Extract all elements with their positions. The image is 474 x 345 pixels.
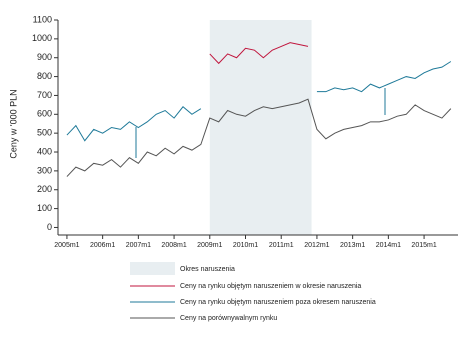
x-tick-label: 2007m1 — [126, 242, 151, 249]
y-tick-label: 200 — [37, 184, 52, 194]
legend-label: Ceny na rynku objętym naruszeniem poza o… — [180, 299, 376, 306]
y-tick-label: 900 — [37, 52, 52, 62]
legend-label: Ceny na porównywalnym rynku — [180, 315, 277, 322]
x-tick-label: 2010m1 — [233, 242, 258, 249]
y-axis-label: Ceny w '000 PLN — [8, 89, 18, 158]
legend-swatch — [130, 262, 175, 275]
y-tick-label: 1000 — [32, 33, 52, 43]
series-line — [66, 106, 202, 142]
y-tick-label: 0 — [47, 222, 52, 232]
x-tick-label: 2012m1 — [304, 242, 329, 249]
y-tick-label: 100 — [37, 203, 52, 213]
y-tick-label: 700 — [37, 90, 52, 100]
series-line — [316, 61, 452, 93]
y-tick-label: 300 — [37, 165, 52, 175]
legend-label: Ceny na rynku objętym naruszeniem w okre… — [180, 283, 361, 290]
y-tick-label: 500 — [37, 128, 52, 138]
x-tick-label: 2013m1 — [340, 242, 365, 249]
legend-label: Okres naruszenia — [180, 266, 235, 273]
y-tick-label: 1100 — [33, 14, 52, 24]
x-tick-label: 2015m1 — [411, 242, 436, 249]
series-line — [66, 98, 452, 177]
legend-border — [57, 251, 459, 335]
y-tick-label: 600 — [37, 109, 52, 119]
x-tick-label: 2014m1 — [376, 242, 401, 249]
x-tick-label: 2006m1 — [90, 242, 115, 249]
x-tick-label: 2011m1 — [269, 242, 294, 249]
shaded-period — [209, 20, 312, 235]
y-tick-label: 800 — [37, 71, 52, 81]
y-tick-label: 400 — [37, 146, 52, 156]
x-tick-label: 2005m1 — [54, 242, 79, 249]
series-line — [209, 42, 309, 65]
x-tick-label: 2008m1 — [161, 242, 186, 249]
x-tick-label: 2009m1 — [197, 242, 222, 249]
